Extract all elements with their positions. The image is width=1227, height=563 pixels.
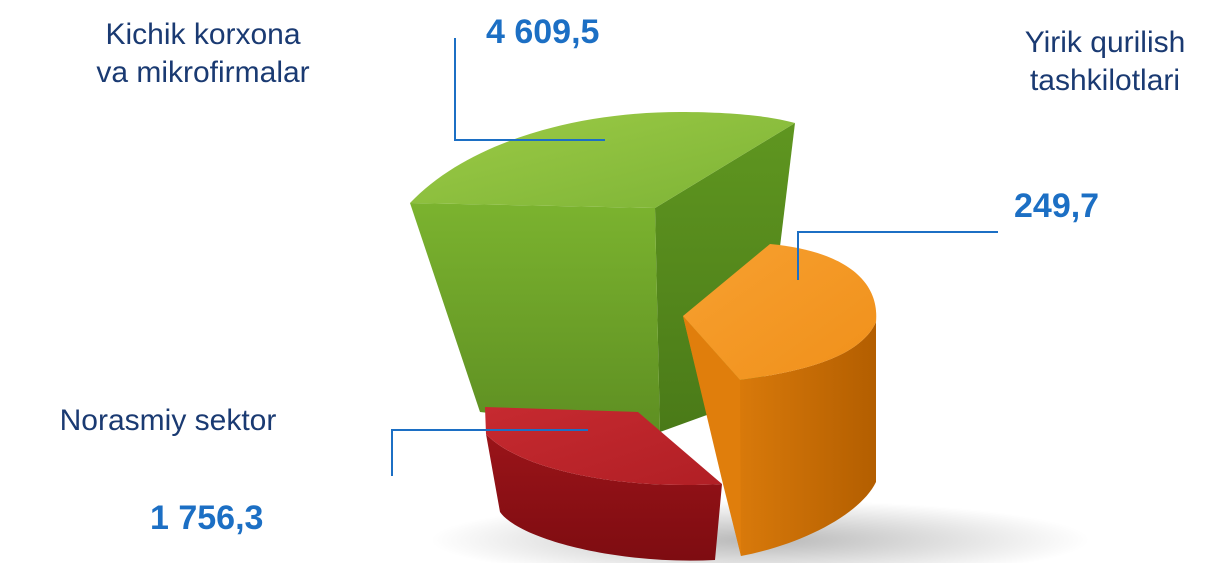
slice-label-yirik-qurilish: Yirik qurilish tashkilotlari [1024,26,1186,97]
slice-norasmiy-sektor-front [486,434,722,561]
slice-value-yirik-qurilish: 249,7 [1014,187,1100,225]
slice-value-norasmiy-sektor: 1 756,3 [150,499,264,537]
slice-value-kichik-korxona: 4 609,5 [486,13,600,51]
leader-yirik-qurilish [797,231,998,280]
slice-yirik-qurilish-top [683,244,877,380]
slice-label-kichik-korxona: Kichik korxona va mikrofirmalar [96,18,310,89]
slice-label-norasmiy-sektor: Norasmiy sektor [59,404,277,437]
slice-yirik-qurilish-front [683,316,741,556]
slice-kichik-korxona-top [410,112,795,208]
leader-norasmiy-sektor [391,429,588,476]
leader-kichik-korxona [454,38,605,141]
slice-kichik-korxona-front [410,203,660,432]
slice-norasmiy-sektor-top [485,407,722,486]
